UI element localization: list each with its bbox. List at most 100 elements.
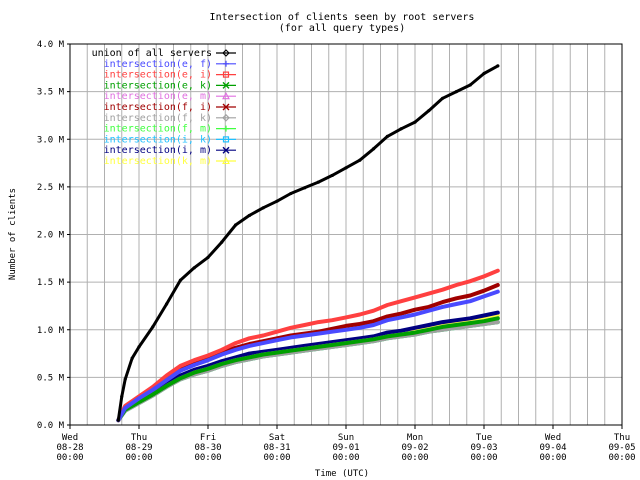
legend-entry-label: intersection(e, m) — [104, 91, 212, 102]
data-point — [234, 223, 238, 227]
x-axis-label: Time (UTC) — [315, 469, 369, 479]
data-point — [468, 83, 472, 87]
x-axis-ticks: Wed08-2800:00Thu08-2900:00Fri08-3000:00S… — [56, 425, 636, 463]
x-tick-label: Fri — [200, 433, 216, 443]
legend-marker — [222, 136, 230, 143]
y-tick-label: 1.5 M — [37, 278, 65, 288]
data-point — [413, 120, 417, 124]
data-point — [206, 255, 210, 259]
legend-entry-label: intersection(i, m) — [104, 145, 212, 156]
x-tick-label: 09-04 — [539, 443, 566, 453]
legend-marker — [222, 92, 230, 100]
data-point — [303, 186, 307, 190]
x-tick-label: 00:00 — [608, 453, 635, 463]
data-point — [275, 199, 279, 203]
legend-entry-label: union of all servers — [92, 48, 212, 59]
data-point — [165, 302, 169, 306]
x-tick-label: Sat — [269, 433, 285, 443]
y-tick-label: 2.5 M — [37, 183, 65, 193]
data-point — [454, 90, 458, 94]
x-tick-label: 08-29 — [125, 443, 152, 453]
x-tick-label: 00:00 — [401, 453, 428, 463]
y-axis-ticks: 0.0 M 0.5 M 1.0 M 1.5 M 2.0 M 2.5 M 3.0 M 3.5 M… — [37, 40, 70, 431]
series-line — [116, 268, 500, 423]
x-tick-label: Thu — [614, 433, 630, 443]
x-tick-label: Sun — [338, 433, 354, 443]
x-tick-label: Mon — [407, 433, 423, 443]
legend-entry-label: intersection(e, f) — [104, 59, 212, 70]
data-point — [220, 240, 224, 244]
x-tick-label: 08-28 — [56, 443, 83, 453]
x-tick-label: Thu — [131, 433, 147, 443]
legend-marker — [223, 125, 229, 132]
data-point — [482, 71, 486, 76]
data-point — [427, 109, 431, 113]
y-axis-label: Number of clients — [8, 188, 18, 280]
x-tick-label: 00:00 — [470, 453, 497, 463]
x-tick-label: 00:00 — [263, 453, 290, 463]
legend-marker — [222, 114, 230, 122]
legend-entry-label: intersection(f, i) — [104, 102, 212, 113]
data-point — [137, 345, 141, 349]
data-point — [399, 127, 403, 131]
legend-marker — [222, 103, 230, 111]
series-line — [116, 283, 500, 423]
data-point — [385, 134, 389, 138]
data-point — [151, 325, 155, 329]
x-tick-label: 09-01 — [332, 443, 359, 453]
x-tick-label: 00:00 — [125, 453, 152, 463]
x-tick-label: 09-03 — [470, 443, 497, 453]
legend-marker — [222, 81, 230, 89]
x-tick-label: Wed — [62, 433, 78, 443]
data-point — [130, 356, 134, 360]
y-tick-label: 3.5 M — [37, 88, 65, 98]
data-point — [116, 418, 120, 422]
series-line — [116, 289, 500, 423]
data-point — [372, 147, 376, 151]
data-point — [289, 191, 293, 196]
data-point — [120, 394, 124, 399]
legend-marker — [222, 49, 230, 57]
x-tick-label: 09-02 — [401, 443, 428, 453]
y-tick-label: 2.0 M — [37, 231, 65, 241]
chart-subtitle: (for all query types) — [279, 23, 405, 34]
legend-entry-label: intersection(f, k) — [104, 113, 212, 124]
legend-marker — [222, 156, 230, 165]
x-tick-label: 00:00 — [539, 453, 566, 463]
series-line — [116, 310, 500, 423]
x-tick-label: 00:00 — [332, 453, 359, 463]
data-point — [178, 278, 182, 282]
legend-entry-label: intersection(i, k) — [104, 134, 212, 145]
x-tick-label: 08-31 — [263, 443, 290, 453]
legend-marker — [222, 146, 230, 154]
data-point — [441, 96, 445, 100]
x-tick-label: 08-30 — [194, 443, 221, 453]
y-tick-label: 0.5 M — [37, 373, 65, 383]
data-point — [123, 377, 127, 381]
x-tick-label: Tue — [476, 433, 492, 443]
data-point — [496, 64, 500, 68]
x-tick-label: Wed — [545, 433, 561, 443]
x-tick-label: 00:00 — [194, 453, 221, 463]
data-point — [247, 213, 251, 218]
y-tick-label: 0.0 M — [37, 421, 65, 431]
legend-entry-label: intersection(e, k) — [104, 80, 212, 91]
legend-entry-label: intersection(k, m) — [104, 156, 212, 167]
y-tick-label: 4.0 M — [37, 40, 65, 50]
series-line — [116, 316, 500, 423]
legend-entry-label: intersection(f, m) — [104, 124, 212, 135]
y-tick-label: 3.0 M — [37, 135, 65, 145]
legend-entry-label: intersection(e, i) — [104, 70, 212, 81]
chart-title: Intersection of clients seen by root ser… — [210, 12, 475, 23]
data-point — [358, 158, 362, 162]
series-layer — [116, 64, 500, 423]
data-point — [344, 166, 348, 170]
x-tick-label: 09-05 — [608, 443, 635, 453]
data-point — [316, 180, 320, 184]
x-tick-label: 00:00 — [56, 453, 83, 463]
legend-marker — [222, 71, 230, 78]
legend-marker — [223, 60, 229, 67]
y-tick-label: 1.0 M — [37, 326, 65, 336]
